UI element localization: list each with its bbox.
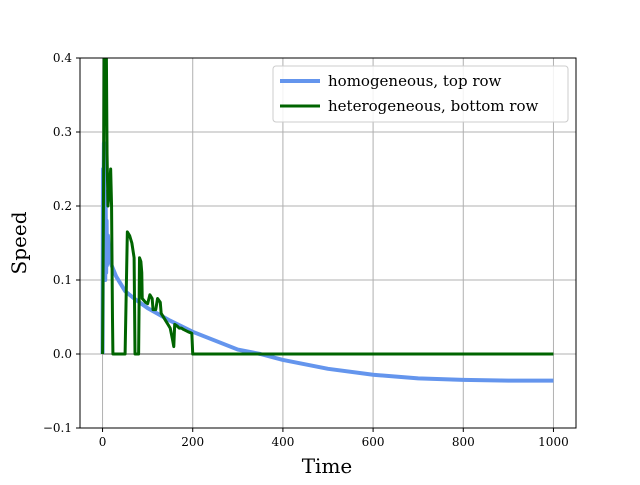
x-tick-label: 400	[271, 435, 294, 449]
legend: homogeneous, top row heterogeneous, botto…	[272, 65, 569, 123]
x-axis-title: Time	[302, 454, 353, 478]
y-tick-label: 0.0	[53, 347, 72, 361]
series-line-1	[100, 141, 554, 383]
x-tick-label: 600	[362, 435, 385, 449]
x-tick-label: 800	[452, 435, 475, 449]
x-tick-label: 0	[99, 435, 107, 449]
y-axis-ticks: −0.1 0.0 0.1 0.2 0.3 0.4	[43, 51, 80, 435]
y-tick-label: 0.3	[53, 125, 72, 139]
y-tick-label: 0.4	[53, 51, 72, 65]
legend-box	[272, 65, 569, 123]
x-tick-label: 200	[181, 435, 204, 449]
series-lines	[100, 58, 554, 383]
y-axis-title: Speed	[7, 211, 31, 274]
series-line-2	[101, 58, 554, 356]
x-axis-ticks: 0 200 400 600 800 1000	[99, 428, 569, 449]
y-tick-label: 0.1	[53, 273, 72, 287]
x-tick-label: 1000	[538, 435, 569, 449]
y-tick-label: −0.1	[43, 421, 72, 435]
y-tick-label: 0.2	[53, 199, 72, 213]
legend-label-2: heterogeneous, bottom row	[328, 97, 538, 115]
plot-frame	[79, 57, 577, 429]
legend-label-1: homogeneous, top row	[328, 72, 502, 90]
